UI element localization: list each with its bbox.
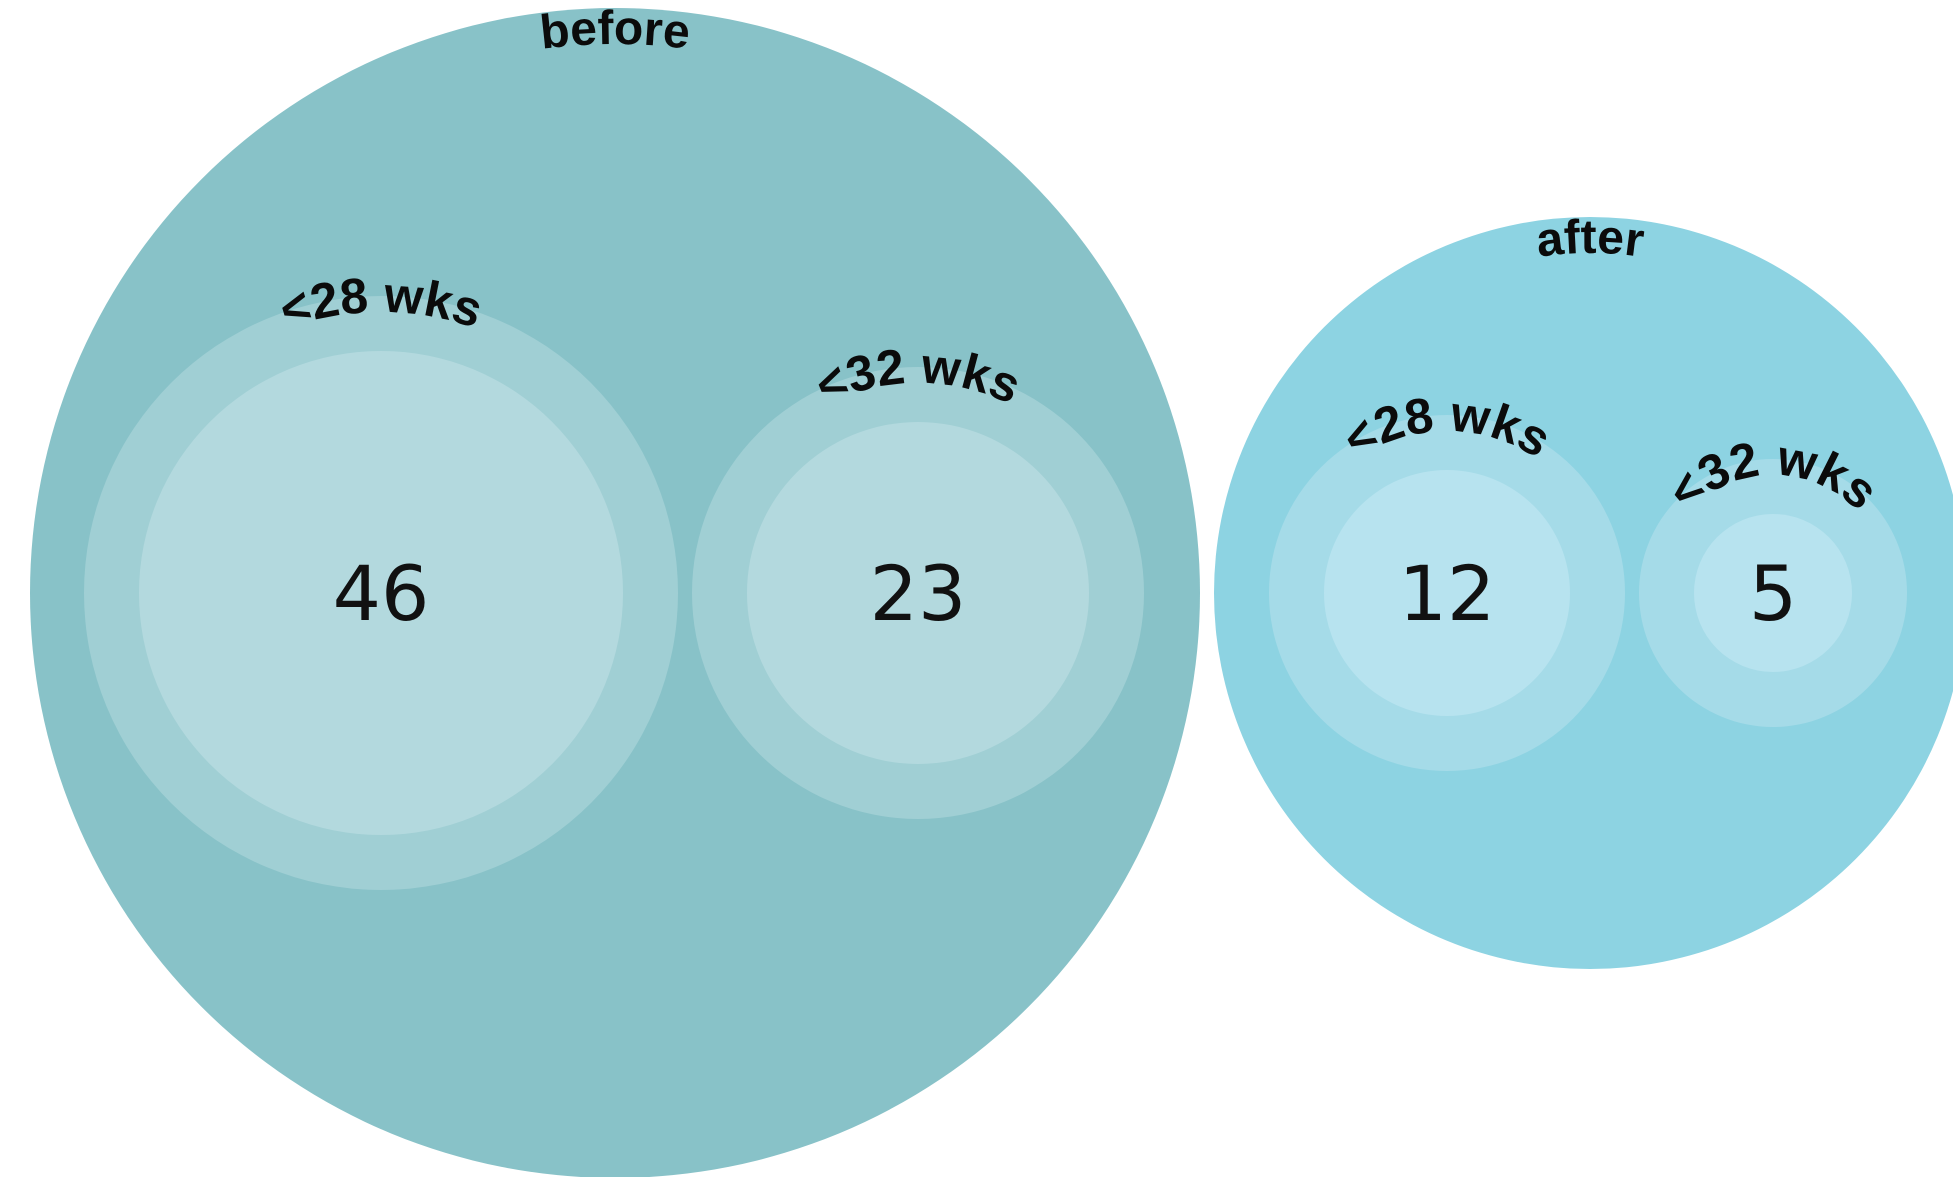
group-label-after: after bbox=[1533, 211, 1647, 268]
bubble-value: 46 bbox=[333, 549, 430, 638]
bubble-core bbox=[139, 351, 623, 835]
bubble-value: 12 bbox=[1399, 549, 1496, 638]
bubble-core bbox=[747, 422, 1089, 764]
group-label-before: before bbox=[537, 2, 692, 60]
bubble-value: 23 bbox=[870, 549, 967, 638]
bubble-core bbox=[1694, 514, 1852, 672]
bubble-core bbox=[1324, 470, 1570, 716]
bubble-value: 5 bbox=[1749, 549, 1797, 638]
